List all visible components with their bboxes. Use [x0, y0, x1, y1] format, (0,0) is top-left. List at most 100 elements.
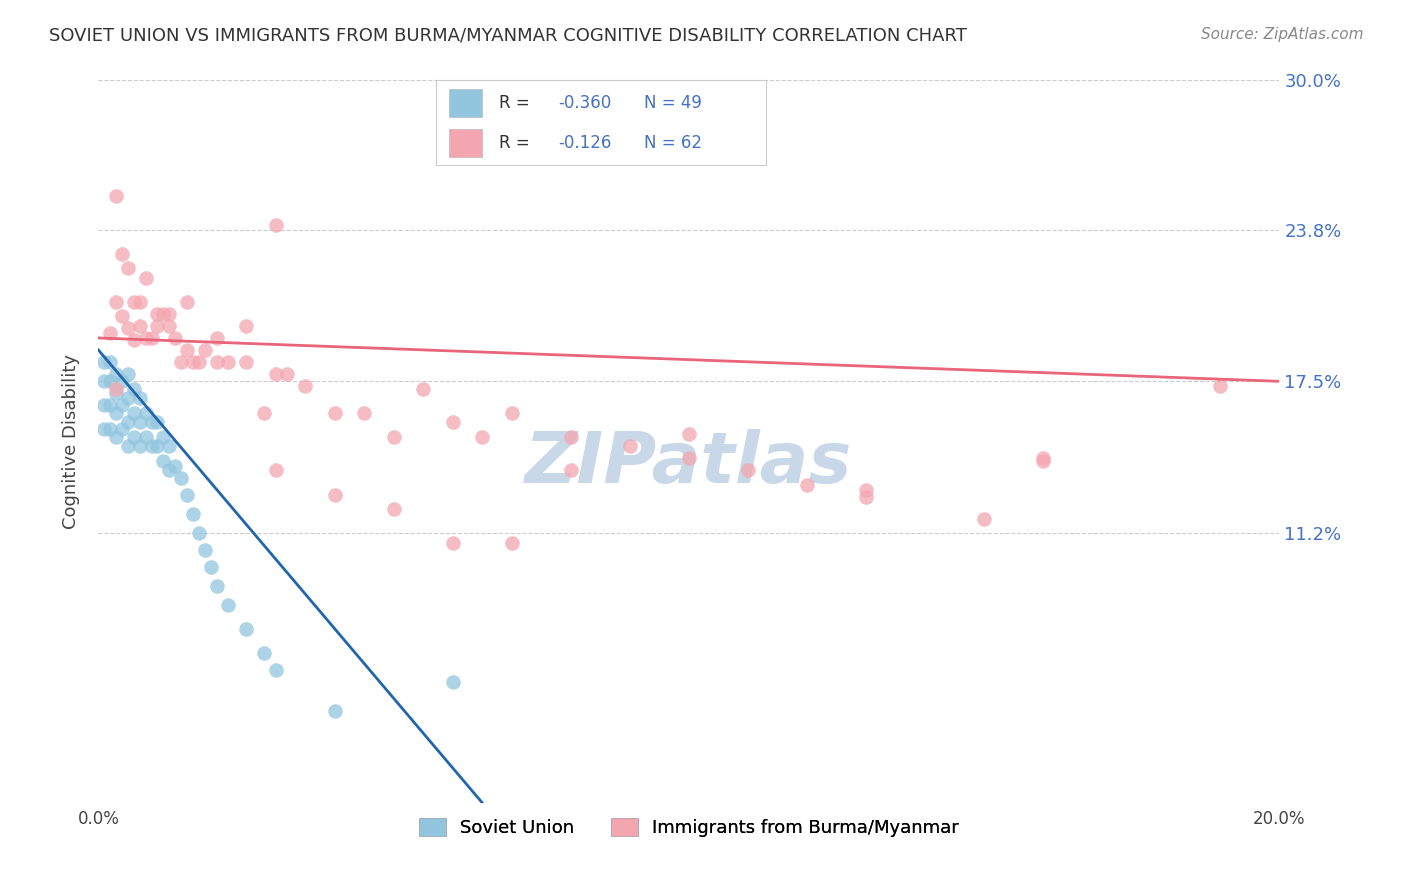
Point — [353, 406, 375, 420]
Point — [98, 326, 121, 340]
Text: Source: ZipAtlas.com: Source: ZipAtlas.com — [1201, 27, 1364, 42]
Point — [1209, 379, 1232, 393]
Text: R =: R = — [499, 134, 534, 152]
Point — [128, 439, 150, 453]
Point — [187, 355, 209, 369]
Text: R =: R = — [499, 94, 534, 112]
Point — [165, 331, 187, 345]
Y-axis label: Cognitive Disability: Cognitive Disability — [62, 354, 80, 529]
Point — [412, 382, 434, 396]
Point — [382, 430, 405, 444]
Point — [1032, 454, 1054, 468]
Point — [187, 526, 209, 541]
Point — [235, 318, 257, 333]
Point — [253, 647, 276, 661]
Point — [170, 355, 193, 369]
Point — [157, 439, 180, 453]
Point — [117, 415, 139, 429]
Point — [105, 382, 128, 396]
Point — [111, 310, 134, 324]
Point — [205, 331, 228, 345]
Point — [1032, 451, 1054, 466]
Point — [117, 391, 139, 405]
Point — [146, 439, 169, 453]
Point — [441, 675, 464, 690]
Point — [152, 454, 174, 468]
Point — [105, 294, 128, 309]
Point — [678, 451, 700, 466]
Text: N = 62: N = 62 — [644, 134, 702, 152]
Text: -0.360: -0.360 — [558, 94, 612, 112]
Point — [323, 406, 346, 420]
Point — [176, 487, 198, 501]
Bar — [449, 128, 482, 157]
Point — [141, 439, 163, 453]
Point — [135, 430, 157, 444]
Point — [117, 439, 139, 453]
Point — [200, 559, 222, 574]
Point — [855, 490, 877, 504]
Point — [117, 261, 139, 276]
Point — [181, 507, 204, 521]
Point — [98, 355, 121, 369]
Point — [146, 307, 169, 321]
Text: N = 49: N = 49 — [644, 94, 702, 112]
Point — [105, 367, 128, 381]
Point — [323, 704, 346, 718]
Point — [135, 270, 157, 285]
Point — [152, 430, 174, 444]
Point — [93, 422, 115, 436]
Point — [146, 415, 169, 429]
Point — [855, 483, 877, 497]
Point — [128, 294, 150, 309]
Bar — [449, 89, 482, 117]
Point — [194, 542, 217, 557]
Point — [176, 294, 198, 309]
Point — [165, 458, 187, 473]
Point — [93, 374, 115, 388]
Point — [128, 391, 150, 405]
Point — [181, 355, 204, 369]
Point — [560, 430, 582, 444]
Point — [111, 374, 134, 388]
Point — [105, 430, 128, 444]
Point — [973, 511, 995, 525]
Point — [122, 406, 145, 420]
Point — [135, 406, 157, 420]
Point — [501, 535, 523, 549]
Point — [111, 422, 134, 436]
Point — [737, 463, 759, 477]
Point — [382, 502, 405, 516]
Point — [264, 367, 287, 381]
Point — [152, 307, 174, 321]
Point — [194, 343, 217, 357]
Point — [560, 463, 582, 477]
Point — [264, 218, 287, 232]
Point — [105, 386, 128, 401]
Point — [205, 355, 228, 369]
Point — [796, 478, 818, 492]
Point — [264, 664, 287, 678]
Point — [122, 382, 145, 396]
Point — [111, 246, 134, 260]
Point — [122, 334, 145, 348]
Point — [122, 294, 145, 309]
Point — [117, 367, 139, 381]
Point — [471, 430, 494, 444]
Point — [98, 422, 121, 436]
Point — [128, 415, 150, 429]
Point — [93, 398, 115, 412]
Point — [264, 463, 287, 477]
Point — [105, 406, 128, 420]
Point — [217, 599, 239, 613]
Point — [678, 427, 700, 442]
Point — [501, 406, 523, 420]
Point — [619, 439, 641, 453]
Point — [235, 623, 257, 637]
Text: SOVIET UNION VS IMMIGRANTS FROM BURMA/MYANMAR COGNITIVE DISABILITY CORRELATION C: SOVIET UNION VS IMMIGRANTS FROM BURMA/MY… — [49, 27, 967, 45]
Point — [170, 470, 193, 484]
Point — [276, 367, 298, 381]
Point — [98, 374, 121, 388]
Point — [217, 355, 239, 369]
Point — [111, 398, 134, 412]
